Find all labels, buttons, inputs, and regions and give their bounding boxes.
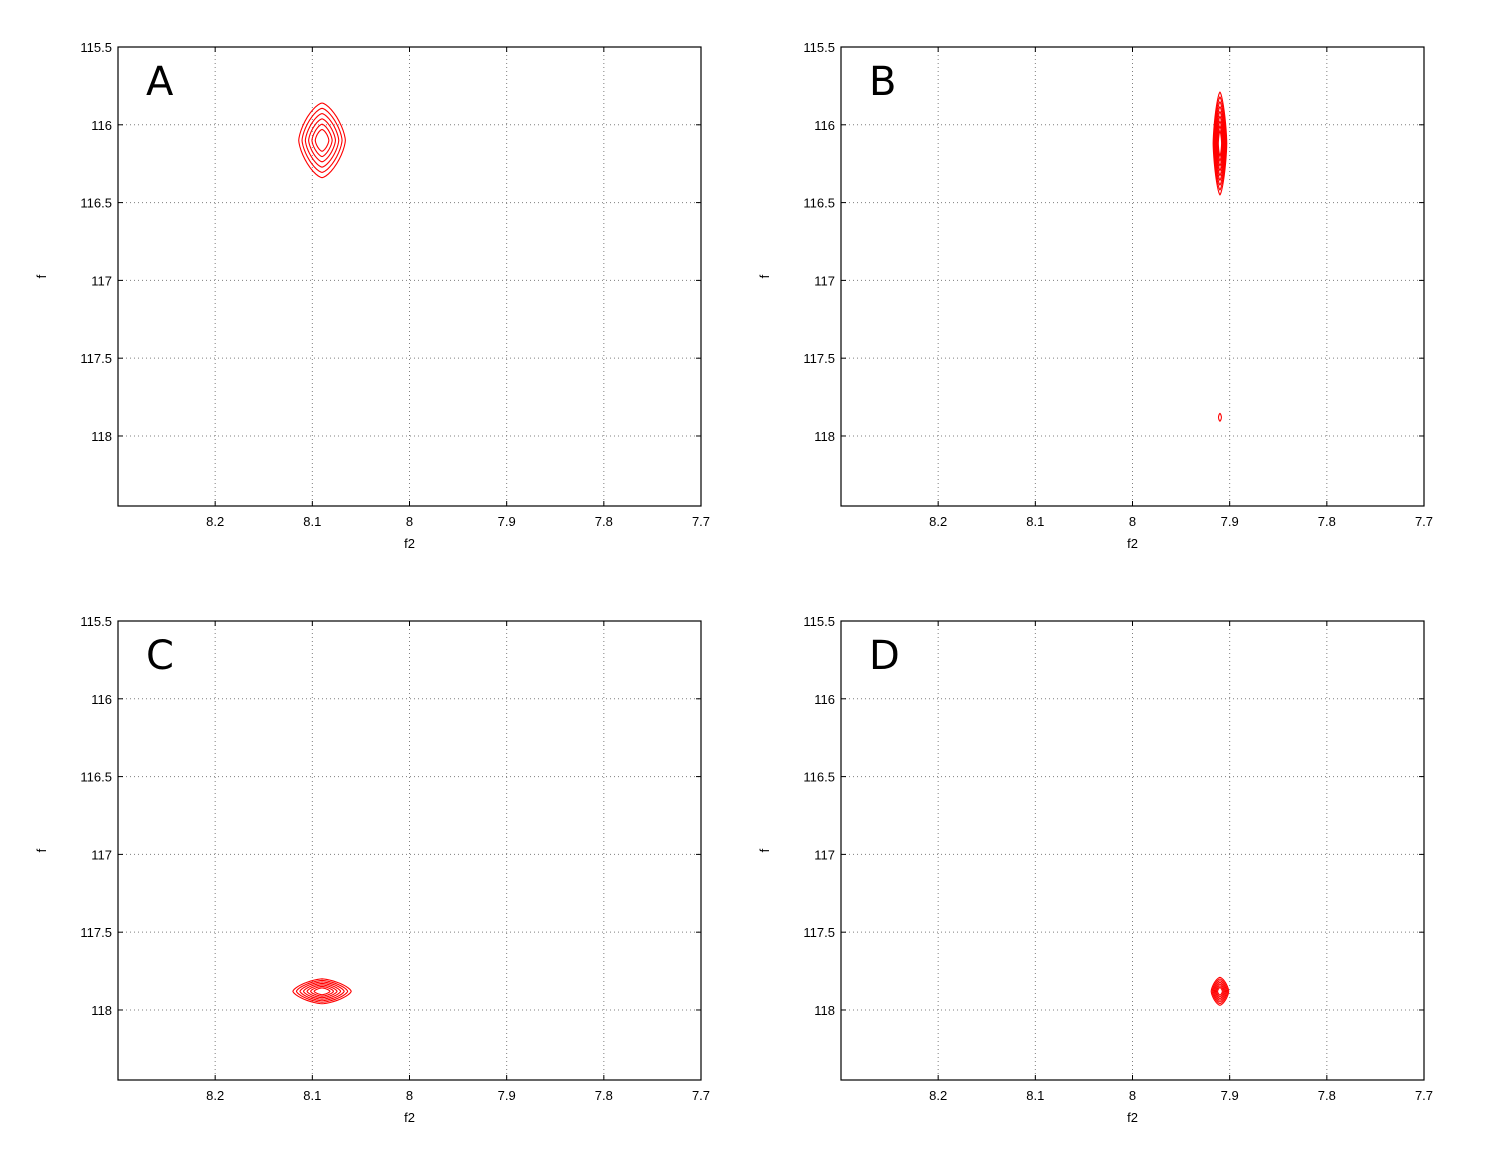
y-tick-label: 117.5	[803, 351, 835, 366]
y-tick-label: 115.5	[80, 614, 112, 629]
contour-line	[313, 987, 331, 996]
x-tick-label: 7.7	[692, 1088, 710, 1103]
contour-line	[292, 978, 352, 1005]
contour-line	[1215, 985, 1224, 998]
panel-label: A	[146, 59, 174, 105]
contour-line	[1211, 978, 1229, 1005]
contour-line	[1213, 981, 1227, 1001]
x-tick-label: 7.8	[1318, 1088, 1336, 1103]
x-tick-label: 7.7	[692, 514, 710, 529]
contour-line	[304, 113, 340, 168]
y-axis-label: f	[757, 848, 772, 852]
y-tick-label: 116	[91, 692, 112, 707]
y-tick-label: 115.5	[803, 614, 835, 629]
y-axis-label: f	[34, 848, 49, 852]
x-tick-label: 8	[1129, 514, 1136, 529]
y-tick-label: 118	[91, 1003, 112, 1018]
x-axis-label: f2	[1127, 536, 1138, 551]
y-tick-label: 117	[814, 847, 835, 862]
y-tick-label: 116.5	[80, 196, 112, 211]
x-tick-label: 8.1	[303, 514, 321, 529]
x-tick-label: 8	[1129, 1088, 1136, 1103]
x-tick-label: 8	[406, 1088, 413, 1103]
contour-line	[310, 985, 335, 997]
panel-label: D	[869, 633, 900, 679]
y-tick-label: 116	[814, 692, 835, 707]
x-tick-label: 7.8	[1318, 514, 1336, 529]
contour-line	[311, 123, 333, 158]
contour-line	[302, 982, 342, 1000]
y-tick-label: 118	[814, 1003, 835, 1018]
x-tick-label: 8.1	[1026, 1088, 1044, 1103]
x-tick-label: 8.1	[303, 1088, 321, 1103]
x-tick-label: 7.8	[595, 514, 613, 529]
contour-line	[314, 128, 330, 152]
panel-c: 8.2 8.1 8 7.9 7.8 7.7 115.5 116 116.5 117 117.5 118…	[34, 614, 710, 1125]
x-tick-label: 8.2	[929, 1088, 947, 1103]
y-tick-label: 115.5	[803, 40, 835, 55]
contour-line	[1215, 115, 1225, 172]
x-axis-label: f2	[1127, 1110, 1138, 1125]
y-tick-label: 117	[91, 273, 112, 288]
x-axis-label: f2	[404, 1110, 415, 1125]
y-tick-label: 118	[91, 429, 112, 444]
y-tick-label: 116	[91, 118, 112, 133]
x-tick-label: 8.1	[1026, 514, 1044, 529]
contour-line	[1217, 412, 1222, 422]
x-tick-label: 8.2	[206, 514, 224, 529]
x-tick-label: 7.9	[1221, 514, 1239, 529]
x-tick-label: 8	[406, 514, 413, 529]
x-tick-label: 7.9	[498, 514, 516, 529]
y-tick-label: 116	[814, 118, 835, 133]
contour-line	[1215, 110, 1225, 177]
contour-line	[1214, 105, 1226, 182]
contour-line	[298, 102, 346, 179]
contour-line	[1214, 983, 1226, 1000]
x-tick-label: 7.9	[1221, 1088, 1239, 1103]
y-axis-label: f	[34, 274, 49, 278]
y-tick-label: 115.5	[80, 40, 112, 55]
x-tick-label: 7.8	[595, 1088, 613, 1103]
contour-line	[1212, 91, 1228, 196]
panel-label: C	[146, 633, 174, 679]
panel-a: 8.2 8.1 8 7.9 7.8 7.7 115.5 116 116.5 117 117.5 118…	[34, 40, 710, 551]
contour-line	[306, 984, 338, 999]
y-tick-label: 116.5	[803, 770, 835, 785]
contour-line	[1217, 130, 1223, 157]
contour-line	[299, 981, 345, 1002]
contour-line	[1213, 96, 1227, 191]
contour-line	[295, 979, 349, 1003]
panel-label: B	[869, 59, 896, 105]
contour-line	[1213, 100, 1227, 187]
y-tick-label: 117.5	[80, 925, 112, 940]
contour-line	[1217, 125, 1223, 162]
x-tick-label: 7.9	[498, 1088, 516, 1103]
y-tick-label: 117	[814, 273, 835, 288]
y-tick-label: 116.5	[80, 770, 112, 785]
contour-line	[1217, 986, 1223, 996]
y-tick-label: 118	[814, 429, 835, 444]
contour-line	[301, 107, 343, 173]
y-tick-label: 117.5	[80, 351, 112, 366]
contour-line	[1210, 976, 1230, 1006]
contour-line	[1216, 120, 1224, 167]
contour-line	[308, 118, 337, 163]
y-tick-label: 117.5	[803, 925, 835, 940]
x-tick-label: 7.7	[1415, 1088, 1433, 1103]
y-tick-label: 117	[91, 847, 112, 862]
panel-d: 8.2 8.1 8 7.9 7.8 7.7 115.5 116 116.5 117 117.5 118…	[757, 614, 1433, 1125]
x-tick-label: 8.2	[929, 514, 947, 529]
x-axis-label: f2	[404, 536, 415, 551]
contour-line	[1212, 980, 1228, 1003]
y-tick-label: 116.5	[803, 196, 835, 211]
panel-b: 8.2 8.1 8 7.9 7.8 7.7 115.5 116 116.5 117 117.5 118…	[757, 40, 1433, 551]
x-tick-label: 8.2	[206, 1088, 224, 1103]
x-tick-label: 7.7	[1415, 514, 1433, 529]
y-axis-label: f	[757, 274, 772, 278]
